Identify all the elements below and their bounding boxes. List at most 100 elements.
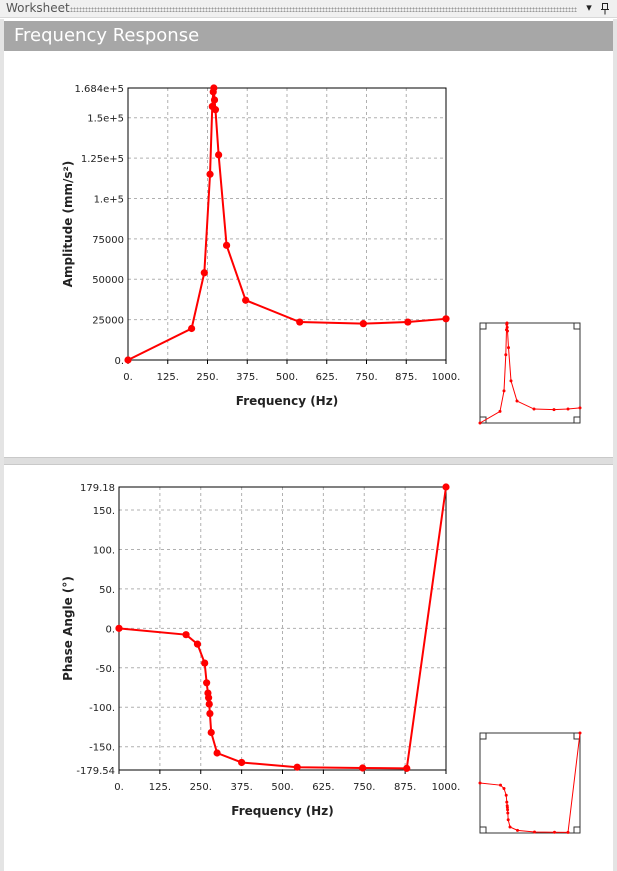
overview-data-point	[499, 783, 502, 787]
data-point	[200, 269, 208, 277]
pane-splitter[interactable]	[4, 457, 613, 465]
overview-data-point	[566, 830, 570, 834]
x-tick-label: 500.	[271, 782, 293, 793]
overview-data-point	[504, 793, 508, 797]
overview-data-point	[552, 408, 556, 412]
x-tick-label: 250.	[190, 782, 212, 793]
x-tick-label: 500.	[276, 372, 298, 383]
worksheet-title: Worksheet	[6, 1, 70, 15]
x-tick-label: 1000.	[432, 372, 461, 383]
y-tick-label: 25000	[92, 316, 124, 327]
overview-data-point	[505, 805, 509, 809]
overview-data-point	[508, 825, 512, 829]
data-point	[206, 170, 214, 178]
overview-resize-handle[interactable]	[479, 732, 487, 740]
section-title: Frequency Response	[14, 25, 200, 46]
overview-resize-handle[interactable]	[573, 826, 581, 834]
data-point	[213, 749, 221, 757]
data-point	[206, 709, 214, 718]
data-point	[205, 700, 213, 708]
data-point	[359, 764, 367, 772]
x-tick-label: 375.	[230, 782, 252, 793]
data-point	[124, 356, 132, 364]
pin-icon[interactable]	[598, 3, 612, 18]
y-tick-label: 100.	[93, 545, 115, 556]
worksheet-titlebar: Worksheet ▾	[0, 0, 617, 18]
amplitude-chart: 0. 125. 250. 375. 500. 625. 750. 875. 1000. 0. 250…	[61, 84, 582, 425]
titlebar-grip[interactable]	[70, 7, 577, 12]
overview-data-point	[504, 353, 508, 357]
overview-thumbnail[interactable]	[479, 322, 581, 424]
overview-data-point	[505, 800, 509, 804]
series-line	[118, 486, 447, 770]
data-point	[210, 96, 219, 104]
y-axis-label: Amplitude (mm/s²)	[61, 161, 75, 288]
data-point	[238, 758, 246, 767]
y-tick-label: 50000	[92, 275, 124, 286]
y-tick-label: -50.	[95, 664, 115, 675]
overview-data-point	[578, 731, 582, 735]
data-point	[293, 763, 301, 771]
overview-resize-handle[interactable]	[573, 416, 581, 424]
y-tick-label: 50.	[99, 585, 115, 596]
x-axis-label: Frequency (Hz)	[236, 394, 338, 408]
overview-data-point	[553, 830, 556, 834]
overview-data-point	[532, 407, 536, 411]
x-tick-label: 625.	[316, 372, 338, 383]
overview-resize-handle[interactable]	[479, 826, 487, 834]
y-tick-label: -100.	[89, 703, 115, 714]
overview-resize-handle[interactable]	[479, 322, 487, 330]
overview-data-point	[533, 830, 536, 834]
x-axis-label: Frequency (Hz)	[231, 804, 333, 818]
overview-data-point	[505, 321, 509, 325]
data-point	[207, 728, 215, 737]
overview-data-point	[506, 811, 510, 815]
overview-data-point	[505, 325, 509, 329]
overview-data-point	[498, 409, 502, 413]
overview-thumbnail[interactable]	[479, 732, 581, 834]
overview-resize-handle[interactable]	[573, 322, 581, 330]
x-tick-label: 0.	[114, 782, 124, 793]
x-tick-label: 625.	[312, 782, 334, 793]
data-point	[222, 241, 231, 249]
y-tick-label: 179.18	[80, 483, 115, 494]
overview-data-point	[502, 787, 506, 791]
overview-data-point	[516, 828, 519, 832]
dropdown-icon[interactable]: ▾	[586, 1, 592, 14]
x-tick-label: 125.	[149, 782, 171, 793]
x-tick-label: 750.	[355, 372, 377, 383]
data-point	[211, 106, 220, 114]
overview-data-point	[506, 329, 509, 333]
data-point	[193, 640, 202, 648]
data-point	[442, 483, 450, 491]
data-point	[210, 84, 218, 92]
overview-data-point	[506, 808, 510, 812]
x-tick-label: 875.	[395, 372, 417, 383]
y-tick-label: 1.25e+5	[81, 154, 124, 165]
y-tick-label: 1.5e+5	[87, 114, 124, 125]
x-tick-label: 125.	[157, 372, 179, 383]
y-axis-label: Phase Angle (°)	[61, 576, 75, 681]
data-point	[215, 151, 223, 159]
y-tick-label: -179.54	[76, 766, 115, 777]
overview-data-point	[507, 346, 510, 350]
data-point	[296, 318, 304, 326]
x-tick-label: 1000.	[432, 782, 461, 793]
data-point	[404, 318, 412, 326]
overview-data-point	[578, 406, 582, 410]
section-header: Frequency Response	[4, 21, 613, 51]
data-point	[115, 624, 123, 632]
overview-series-line	[479, 732, 581, 833]
x-tick-label: 0.	[123, 372, 133, 383]
overview-data-point	[478, 421, 482, 425]
data-point	[203, 679, 211, 687]
overview-data-point	[509, 379, 513, 383]
y-tick-label: 1.684e+5	[74, 84, 124, 95]
data-point	[442, 315, 450, 323]
y-tick-label: 1.e+5	[94, 194, 124, 205]
data-point	[359, 320, 367, 328]
x-tick-label: 750.	[353, 782, 375, 793]
data-point	[204, 694, 213, 702]
overview-data-point	[506, 818, 510, 822]
